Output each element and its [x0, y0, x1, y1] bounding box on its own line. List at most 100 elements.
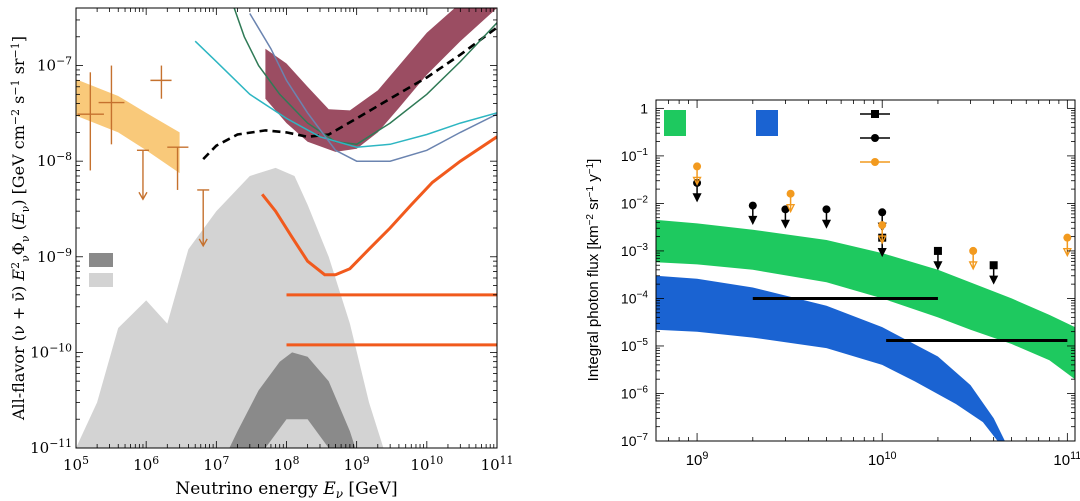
y-tick-label: 10−1 — [621, 147, 648, 164]
label-part: −2 — [9, 109, 22, 125]
ta-icrc17-marker — [786, 189, 795, 198]
tick-exponent: −7 — [56, 55, 72, 68]
tick-exponent: 5 — [82, 454, 89, 467]
plot-area — [76, 8, 497, 448]
y-tick-label: 10−3 — [621, 242, 648, 259]
tick-exponent: −5 — [637, 337, 649, 348]
tick-base: 10 — [30, 343, 49, 361]
tick-exponent: 6 — [152, 454, 159, 467]
tick-base: 10 — [133, 456, 152, 474]
x-tick-label: 1011 — [481, 454, 514, 474]
tick-exponent: −4 — [637, 289, 649, 300]
auger-hybrid-2016-marker — [748, 201, 757, 210]
label-part: E — [9, 269, 28, 282]
tick-base: 10 — [344, 456, 363, 474]
auger-hybrid-2016-marker — [822, 205, 831, 214]
label-part: −1 — [585, 185, 596, 197]
tick-exponent: 10 — [430, 454, 444, 467]
y-tick-label: 10−11 — [30, 437, 72, 457]
auger-sd-2015-marker — [933, 246, 942, 255]
label-part: −1 — [585, 162, 596, 174]
y-tick-label: 10−7 — [37, 55, 72, 75]
label-part: ν — [19, 205, 32, 212]
y-tick-label: 10−7 — [621, 432, 648, 449]
tick-base: 10 — [1053, 452, 1070, 469]
tick-exponent: 11 — [1070, 450, 1080, 462]
legend-swatch-gzk-p — [664, 110, 686, 136]
upper-limit-arrow — [877, 235, 887, 245]
gzk-p-band — [656, 219, 1075, 380]
y-tick-label: 10−9 — [37, 246, 72, 266]
tick-exponent: −10 — [49, 341, 72, 354]
tick-base: 10 — [37, 248, 56, 266]
label-part: ( — [9, 224, 28, 235]
icecube-2015-band — [76, 79, 180, 174]
label-part: ν — [336, 487, 343, 501]
x-tick-label: 1010 — [868, 450, 897, 469]
y-tick-label: 10−2 — [621, 194, 648, 211]
tick-base: 10 — [410, 456, 429, 474]
label-part: ) — [9, 281, 28, 292]
auger-hybrid-2016-marker — [781, 205, 790, 214]
tick-base: 10 — [621, 148, 637, 164]
plot-frame — [655, 99, 1076, 442]
tick-exponent: −11 — [49, 437, 72, 450]
label-part: −2 — [585, 214, 596, 226]
legend-marker-auger-hybrid-2016 — [871, 134, 879, 142]
label-part: s — [9, 96, 28, 109]
label-part: Neutrino energy — [175, 479, 323, 499]
ta-icrc17-marker — [969, 246, 978, 255]
x-tick-label: 107 — [203, 454, 229, 474]
tick-base: 10 — [203, 456, 222, 474]
label-part: E — [9, 212, 28, 225]
tick-base: 10 — [686, 452, 703, 469]
tick-exponent: −7 — [637, 432, 649, 443]
legend-marker-auger-sd-2015 — [871, 110, 879, 118]
ara-37-3-yr-line — [249, 13, 497, 162]
label-part: All-flavor (ν + — [9, 302, 28, 421]
x-tick-label: 105 — [63, 454, 89, 474]
upper-limit-arrow — [933, 261, 943, 271]
tick-exponent: 10 — [885, 450, 897, 462]
tick-base: 10 — [621, 433, 637, 449]
tick-base: 10 — [621, 338, 637, 354]
y-tick-label: 10−6 — [621, 384, 648, 401]
tick-exponent: −3 — [637, 242, 649, 253]
y-tick-label: 10−8 — [37, 150, 72, 170]
tick-base: 10 — [37, 57, 56, 75]
label-part: sr — [585, 197, 602, 214]
x-axis-label: Neutrino energy Eν [GeV] — [175, 479, 397, 501]
arianna-3-yr-line — [194, 40, 497, 148]
grand200k-3-yr-line — [261, 135, 497, 277]
label-part: sr — [9, 58, 28, 79]
tick-exponent: −2 — [637, 194, 649, 205]
legend-swatch-standard — [89, 273, 113, 287]
y-axis-label: All-flavor (ν + ν̄) E2νΦν (Eν) [GeV cm−2… — [9, 36, 32, 421]
tick-exponent: 9 — [702, 450, 708, 462]
tick-exponent: −8 — [56, 150, 72, 163]
pessimistic-band — [229, 352, 356, 448]
tick-base: 10 — [621, 290, 637, 306]
upper-limit-arrow — [786, 204, 796, 214]
upper-limit-arrow — [989, 275, 999, 285]
label-part: y — [585, 174, 602, 186]
plot-area — [656, 162, 1075, 441]
upper-limit-arrow — [692, 176, 702, 186]
ta-icrc17-marker — [693, 162, 702, 171]
upper-limit-arrow — [968, 261, 978, 271]
arrow-head — [198, 238, 208, 248]
label-part: −1 — [9, 42, 22, 58]
x-tick-label: 106 — [133, 454, 159, 474]
label-part: [GeV] — [343, 479, 398, 499]
label-part: Integral photon flux [km — [585, 225, 602, 381]
y-tick-label: 1 — [640, 100, 648, 116]
photon-flux-chart: 109 1010 1011110−110−210−310−410−510−610−7… — [585, 99, 1080, 469]
label-part: E — [322, 479, 336, 499]
tick-exponent: −9 — [56, 246, 72, 259]
tick-base: 10 — [621, 195, 637, 211]
legend-swatch-pessimistic — [89, 253, 113, 267]
tick-base: 10 — [868, 452, 885, 469]
tick-base: 10 — [621, 385, 637, 401]
tick-exponent: −1 — [637, 147, 649, 158]
ta-icrc17-marker — [1063, 233, 1072, 242]
